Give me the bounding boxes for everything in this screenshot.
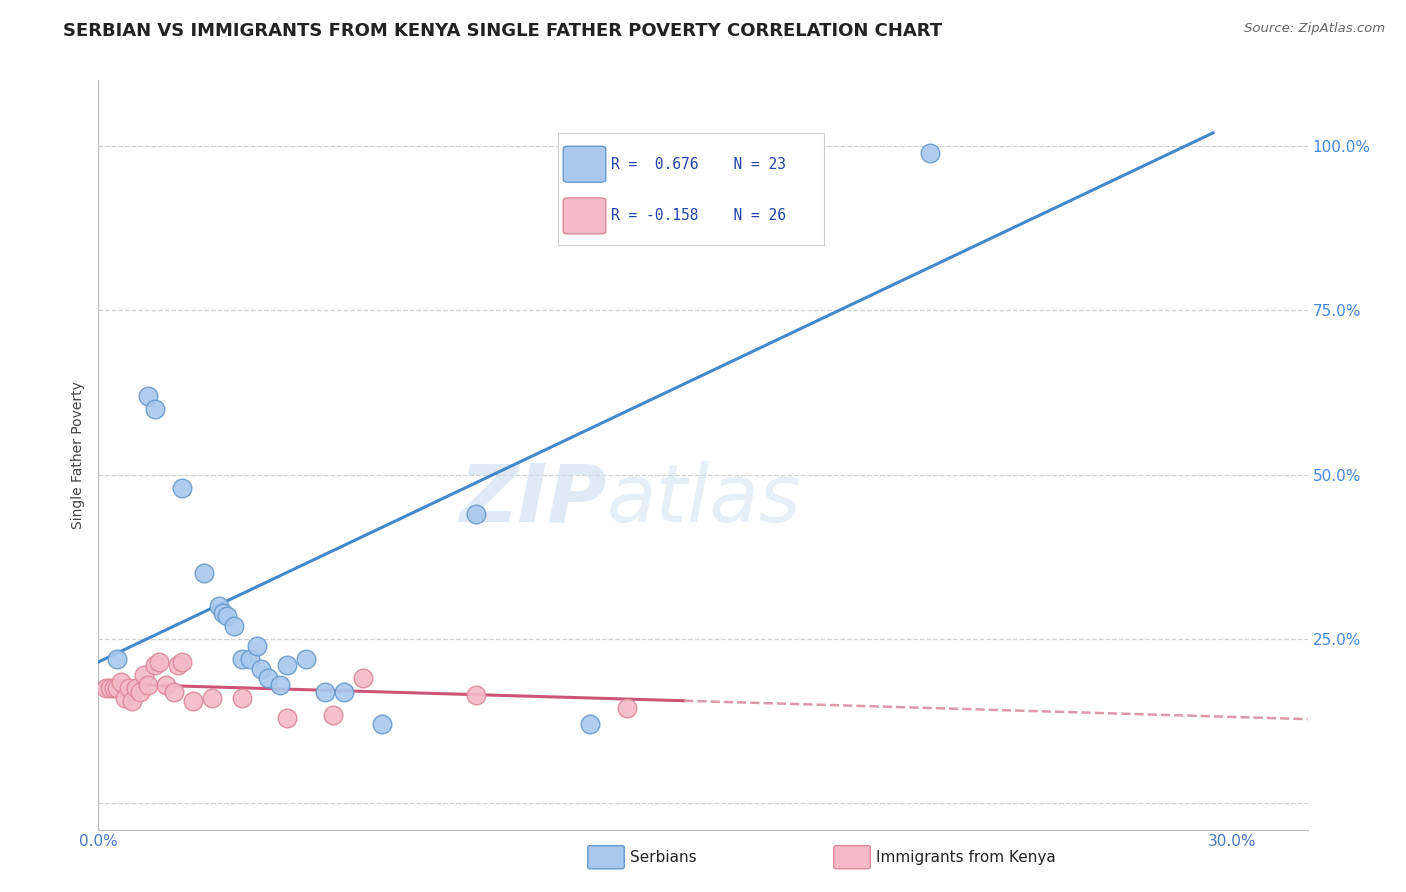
Text: ZIP: ZIP: [458, 461, 606, 539]
Point: [231, 691, 253, 706]
Point: [333, 684, 356, 698]
Point: [314, 684, 336, 698]
Point: [193, 566, 215, 581]
Point: [250, 661, 273, 675]
Point: [231, 651, 253, 665]
Point: [132, 668, 155, 682]
Point: [224, 619, 246, 633]
Point: [918, 145, 941, 160]
Text: Source: ZipAtlas.com: Source: ZipAtlas.com: [1244, 22, 1385, 36]
Point: [155, 678, 177, 692]
Point: [170, 481, 193, 495]
Point: [322, 707, 344, 722]
Point: [105, 651, 128, 665]
Text: atlas: atlas: [606, 461, 801, 539]
Point: [371, 717, 394, 731]
Point: [163, 684, 186, 698]
Point: [94, 681, 117, 696]
Point: [201, 691, 224, 706]
Point: [352, 672, 374, 686]
Point: [276, 658, 298, 673]
Point: [143, 401, 166, 416]
Point: [118, 681, 141, 696]
Text: SERBIAN VS IMMIGRANTS FROM KENYA SINGLE FATHER POVERTY CORRELATION CHART: SERBIAN VS IMMIGRANTS FROM KENYA SINGLE …: [63, 22, 942, 40]
Text: Serbians: Serbians: [630, 850, 696, 864]
Point: [125, 681, 148, 696]
Point: [148, 655, 170, 669]
Point: [215, 609, 238, 624]
Point: [465, 507, 488, 521]
Point: [276, 711, 298, 725]
Point: [129, 684, 152, 698]
Point: [110, 674, 132, 689]
Point: [136, 389, 159, 403]
Point: [269, 678, 291, 692]
Point: [98, 681, 121, 696]
Point: [295, 651, 318, 665]
Point: [578, 717, 600, 731]
Point: [257, 672, 280, 686]
Point: [246, 639, 269, 653]
Point: [181, 694, 204, 708]
Point: [143, 658, 166, 673]
Point: [103, 681, 125, 696]
Y-axis label: Single Father Poverty: Single Father Poverty: [72, 381, 86, 529]
Point: [166, 658, 188, 673]
Point: [465, 688, 488, 702]
Point: [212, 606, 235, 620]
Text: Immigrants from Kenya: Immigrants from Kenya: [876, 850, 1056, 864]
Point: [616, 701, 638, 715]
Point: [136, 678, 159, 692]
Point: [208, 599, 231, 613]
Point: [170, 655, 193, 669]
Point: [105, 681, 128, 696]
Point: [239, 651, 262, 665]
Point: [121, 694, 143, 708]
Point: [114, 691, 136, 706]
